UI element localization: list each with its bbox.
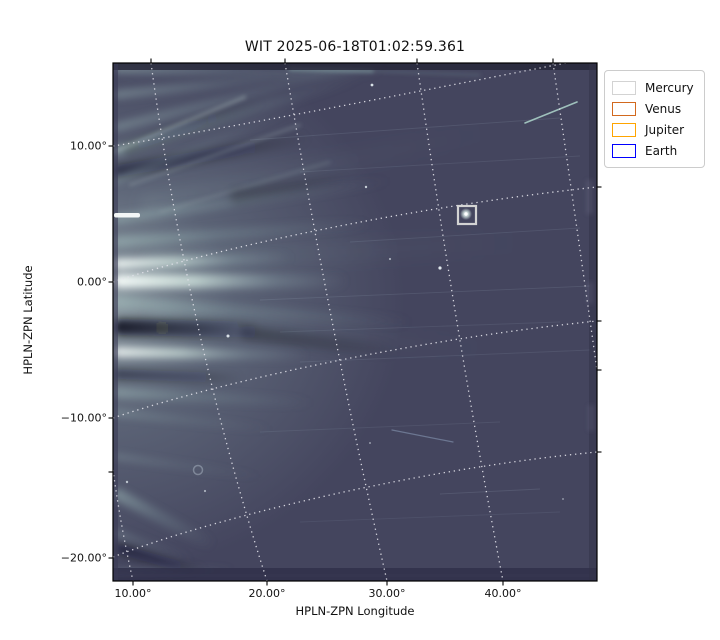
y-tick-label: −20.00° <box>60 551 107 565</box>
bright-dash-feature <box>114 213 140 218</box>
x-tick-label: 40.00° <box>484 587 522 600</box>
mercury-marker <box>456 204 478 226</box>
legend-item-earth: Earth <box>612 140 694 161</box>
legend-label: Mercury <box>645 80 694 95</box>
jupiter-swatch-icon <box>612 122 636 137</box>
earth-swatch-icon <box>612 143 636 158</box>
coordinate-grid <box>113 63 597 581</box>
mercury-swatch-icon <box>612 80 636 95</box>
axes-frame <box>112 62 598 582</box>
ring-artifact <box>192 464 204 476</box>
venus-swatch-icon <box>612 101 636 116</box>
heliospheric-image <box>113 63 597 581</box>
y-axis-label: HPLN-ZPN Latitude <box>21 265 35 375</box>
legend-item-mercury: Mercury <box>612 77 694 98</box>
x-tick-label: 20.00° <box>248 587 286 600</box>
x-tick-label: 30.00° <box>368 587 406 600</box>
y-tick-label: 10.00° <box>70 139 107 153</box>
axis-ticks <box>108 58 602 586</box>
y-tick-label: 0.00° <box>77 275 107 289</box>
stars <box>125 83 564 500</box>
legend-item-jupiter: Jupiter <box>612 119 694 140</box>
x-axis-label: HPLN-ZPN Longitude <box>295 604 415 618</box>
satellite-trails <box>391 101 578 443</box>
legend-label: Venus <box>645 101 682 116</box>
legend: Mercury Venus Jupiter Earth <box>604 70 705 168</box>
x-tick-label: 10.00° <box>114 587 152 600</box>
legend-label: Jupiter <box>645 122 685 137</box>
legend-item-venus: Venus <box>612 98 694 119</box>
figure-title: WIT 2025-06-18T01:02:59.361 <box>244 39 466 55</box>
legend-label: Earth <box>645 143 678 158</box>
y-tick-label: −10.00° <box>60 411 107 425</box>
